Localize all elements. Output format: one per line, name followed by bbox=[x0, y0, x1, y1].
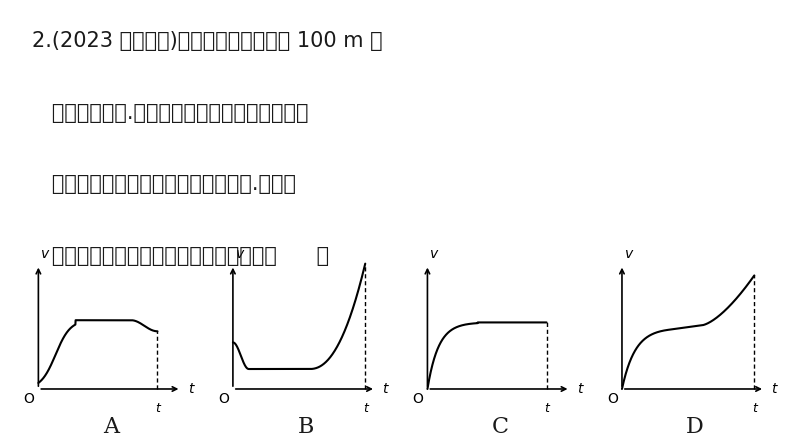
Text: t: t bbox=[772, 382, 777, 396]
Text: t: t bbox=[155, 402, 160, 415]
Text: O: O bbox=[24, 392, 35, 406]
Text: 2.(2023 绵阳中考)小绵同学在校运动会 100 m 比: 2.(2023 绵阳中考)小绵同学在校运动会 100 m 比 bbox=[32, 31, 383, 51]
Text: t: t bbox=[363, 402, 368, 415]
Text: v: v bbox=[236, 247, 244, 261]
Text: v: v bbox=[41, 247, 49, 261]
Text: t: t bbox=[577, 382, 583, 396]
Text: v: v bbox=[430, 247, 438, 261]
Text: B: B bbox=[298, 416, 314, 438]
Text: t: t bbox=[544, 402, 549, 415]
Text: O: O bbox=[413, 392, 424, 406]
Text: 速途中跑和略有降速的冲刺三个阶段.下列速: 速途中跑和略有降速的冲刺三个阶段.下列速 bbox=[32, 174, 295, 194]
Text: 度－时间图像能正确反映比赛过程的是（      ）: 度－时间图像能正确反映比赛过程的是（ ） bbox=[32, 246, 329, 266]
Text: 赛中成绩优异.他在比赛中经历了加速起跑、匀: 赛中成绩优异.他在比赛中经历了加速起跑、匀 bbox=[32, 103, 308, 123]
Text: t: t bbox=[752, 402, 757, 415]
Text: t: t bbox=[188, 382, 194, 396]
Text: v: v bbox=[625, 247, 633, 261]
Text: t: t bbox=[383, 382, 388, 396]
Text: D: D bbox=[686, 416, 703, 438]
Text: A: A bbox=[103, 416, 119, 438]
Text: O: O bbox=[607, 392, 619, 406]
Text: O: O bbox=[218, 392, 229, 406]
Text: C: C bbox=[491, 416, 509, 438]
